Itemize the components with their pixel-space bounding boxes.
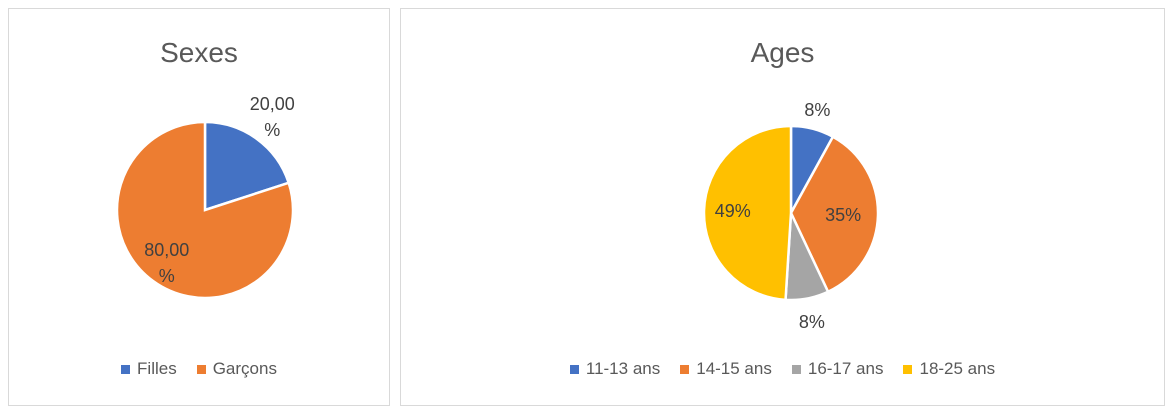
legend-item: 14-15 ans — [680, 359, 772, 379]
legend: 11-13 ans 14-15 ans 16-17 ans 18-25 ans — [401, 359, 1164, 379]
pie-slice — [115, 120, 295, 300]
data-label: 35% — [825, 204, 862, 225]
legend-label: 16-17 ans — [807, 359, 884, 378]
chart-panel: Sexes 20,00 % 80,00 % Filles Garçons — [8, 8, 390, 406]
data-label: 80,00 % — [144, 239, 190, 286]
legend: Filles Garçons — [9, 359, 389, 379]
data-label: 49% — [714, 201, 751, 222]
pie-slice — [203, 120, 291, 212]
data-label: 8% — [804, 100, 831, 121]
legend-swatch — [903, 365, 913, 374]
chart-title: Ages — [750, 37, 815, 68]
legend-swatch — [569, 365, 579, 374]
legend-item: 16-17 ans — [791, 359, 884, 379]
legend-swatch — [680, 365, 690, 374]
legend-label: 14-15 ans — [696, 359, 772, 378]
legend-item: Garçons — [196, 359, 277, 379]
pie — [115, 120, 295, 300]
legend-label: 18-25 ans — [919, 359, 996, 378]
legend-item: 18-25 ans — [903, 359, 995, 379]
legend-label: 11-13 ans — [585, 359, 661, 378]
legend-label: Filles — [137, 359, 177, 378]
legend-swatch — [121, 365, 131, 374]
legend-item: Filles — [121, 359, 177, 379]
legend-swatch — [196, 365, 206, 374]
chart-title: Sexes — [160, 37, 238, 68]
data-label: 8% — [798, 312, 825, 333]
pie — [702, 124, 880, 302]
data-label: 20,00 % — [249, 94, 295, 141]
pie-slice — [789, 135, 880, 294]
chart-panel: Ages 8% 35% 8% 49% 11-13 ans 14-15 ans 16-17 an… — [400, 8, 1165, 406]
pie-slice — [702, 124, 793, 302]
legend-label: Garçons — [212, 359, 277, 378]
legend-swatch — [791, 365, 801, 374]
legend-item: 11-13 ans — [569, 359, 661, 379]
